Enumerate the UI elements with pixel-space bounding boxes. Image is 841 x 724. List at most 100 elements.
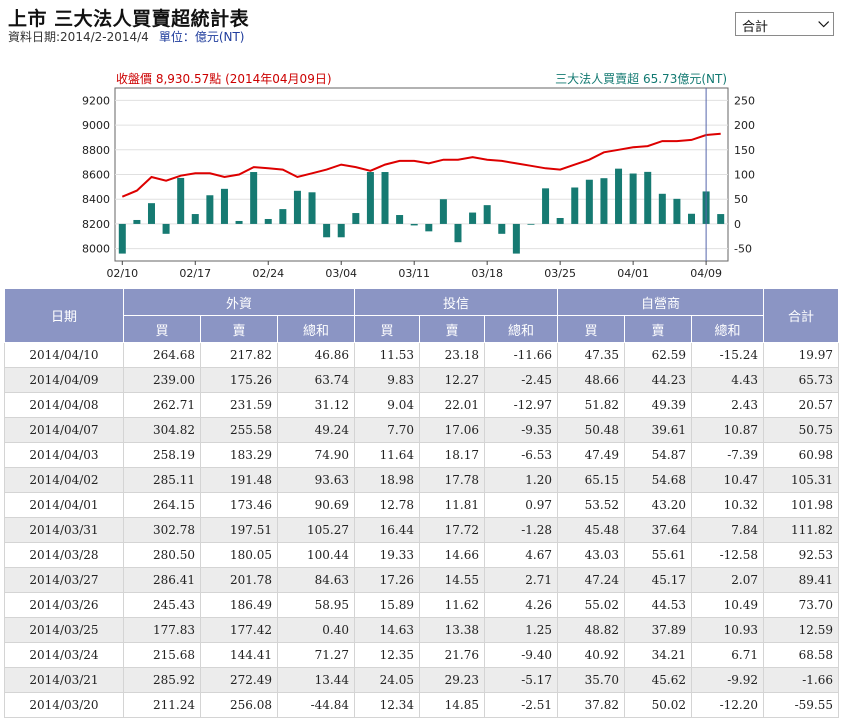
value-cell: 11.62	[419, 592, 485, 618]
table-row: 2014/03/20 211.24 256.08 -44.84 12.34 14.85 -2…	[4, 692, 840, 718]
subheader-cell: 總和	[690, 315, 765, 343]
value-cell: 264.15	[123, 492, 201, 518]
value-cell: 45.17	[624, 567, 692, 593]
bar	[191, 214, 199, 224]
value-cell: 51.82	[557, 392, 625, 418]
date-cell: 2014/03/26	[4, 592, 124, 618]
value-cell: 12.59	[763, 617, 840, 643]
left-tick-label: 8800	[82, 144, 110, 157]
subheader-cell: 賣	[624, 315, 692, 343]
date-cell: 2014/04/02	[4, 467, 124, 493]
x-tick-label: 04/09	[690, 267, 722, 280]
table-row: 2014/03/21 285.92 272.49 13.44 24.05 29.23 -5.…	[4, 667, 840, 693]
bar	[366, 172, 374, 224]
value-cell: 74.90	[277, 442, 355, 468]
value-cell: -1.66	[763, 667, 840, 693]
bar	[600, 178, 608, 224]
value-cell: 54.87	[624, 442, 692, 468]
bar	[658, 193, 666, 224]
table-row: 2014/03/28 280.50 180.05 100.44 19.33 14.66 4.…	[4, 542, 840, 568]
close-price-line	[121, 132, 721, 198]
date-cell: 2014/04/09	[4, 367, 124, 393]
value-cell: 58.95	[277, 592, 355, 618]
bar	[571, 187, 579, 224]
value-cell: 285.11	[123, 467, 201, 493]
value-cell: 105.27	[277, 517, 355, 543]
value-cell: 10.87	[690, 417, 765, 443]
value-cell: 239.00	[123, 367, 201, 393]
table-row: 2014/03/31 302.78 197.51 105.27 16.44 17.72 -1…	[4, 517, 840, 543]
bar	[469, 212, 477, 224]
value-cell: 17.72	[419, 517, 485, 543]
value-cell: 0.97	[484, 492, 558, 518]
value-cell: 24.05	[354, 667, 420, 693]
value-cell: 29.23	[419, 667, 485, 693]
value-cell: 49.24	[277, 417, 355, 443]
value-cell: 14.66	[419, 542, 485, 568]
value-cell: 50.48	[557, 417, 625, 443]
value-cell: 44.53	[624, 592, 692, 618]
bar	[542, 188, 550, 224]
x-tick-label: 02/24	[252, 267, 284, 280]
bar	[527, 223, 535, 225]
value-cell: 4.26	[484, 592, 558, 618]
value-cell: 19.33	[354, 542, 420, 568]
value-cell: -6.53	[484, 442, 558, 468]
value-cell: -5.17	[484, 667, 558, 693]
table-row: 2014/04/02 285.11 191.48 93.63 18.98 17.78 1.2…	[4, 467, 840, 493]
value-cell: 258.19	[123, 442, 201, 468]
value-cell: 45.62	[624, 667, 692, 693]
x-tick-label: 03/11	[398, 267, 430, 280]
bar	[293, 190, 301, 224]
value-cell: -7.39	[690, 442, 765, 468]
table-row: 2014/03/27 286.41 201.78 84.63 17.26 14.55 2.7…	[4, 567, 840, 593]
table-row: 2014/03/25 177.83 177.42 0.40 14.63 13.38 1.25…	[4, 617, 840, 643]
table-row: 2014/04/01 264.15 173.46 90.69 12.78 11.81 0.9…	[4, 492, 840, 518]
table-row: 2014/04/08 262.71 231.59 31.12 9.04 22.01 -12.…	[4, 392, 840, 418]
page-title: 上市 三大法人買賣超統計表	[8, 8, 250, 30]
value-cell: 62.59	[624, 342, 692, 368]
value-cell: 50.75	[763, 417, 840, 443]
left-tick-label: 9200	[82, 94, 110, 107]
value-cell: 7.84	[690, 517, 765, 543]
bar	[512, 223, 520, 254]
bar	[352, 213, 360, 224]
value-cell: 55.02	[557, 592, 625, 618]
value-cell: 35.70	[557, 667, 625, 693]
value-cell: 48.66	[557, 367, 625, 393]
date-range: 資料日期:2014/2-2014/4	[8, 30, 149, 44]
value-cell: 7.70	[354, 417, 420, 443]
bar	[323, 223, 331, 238]
value-cell: 10.47	[690, 467, 765, 493]
left-tick-label: 8000	[82, 243, 110, 256]
view-select-value: 合計	[742, 20, 769, 35]
value-cell: 177.42	[200, 617, 278, 643]
chart-right-title: 三大法人買賣超 65.73億元(NT)	[555, 71, 727, 86]
value-cell: 255.58	[200, 417, 278, 443]
value-cell: 37.64	[624, 517, 692, 543]
chevron-down-icon: ⌵	[818, 15, 829, 31]
value-cell: 201.78	[200, 567, 278, 593]
value-cell: 19.97	[763, 342, 840, 368]
value-cell: 55.61	[624, 542, 692, 568]
subheader-cell: 買	[354, 315, 420, 343]
value-cell: -12.97	[484, 392, 558, 418]
bar	[717, 214, 725, 224]
value-cell: 186.49	[200, 592, 278, 618]
bar	[439, 199, 447, 224]
value-cell: 6.71	[690, 642, 765, 668]
right-tick-label: 200	[734, 119, 755, 132]
date-cell: 2014/04/01	[4, 492, 124, 518]
value-cell: 37.89	[624, 617, 692, 643]
value-cell: 53.52	[557, 492, 625, 518]
view-select[interactable]: 合計 ⌵	[735, 12, 834, 36]
bar	[337, 223, 345, 238]
table-row: 2014/04/03 258.19 183.29 74.90 11.64 18.17 -6.…	[4, 442, 840, 468]
value-cell: 15.89	[354, 592, 420, 618]
value-cell: -44.84	[277, 692, 355, 718]
date-cell: 2014/03/24	[4, 642, 124, 668]
value-cell: 89.41	[763, 567, 840, 593]
bar	[118, 223, 126, 254]
value-cell: 43.20	[624, 492, 692, 518]
value-cell: 286.41	[123, 567, 201, 593]
